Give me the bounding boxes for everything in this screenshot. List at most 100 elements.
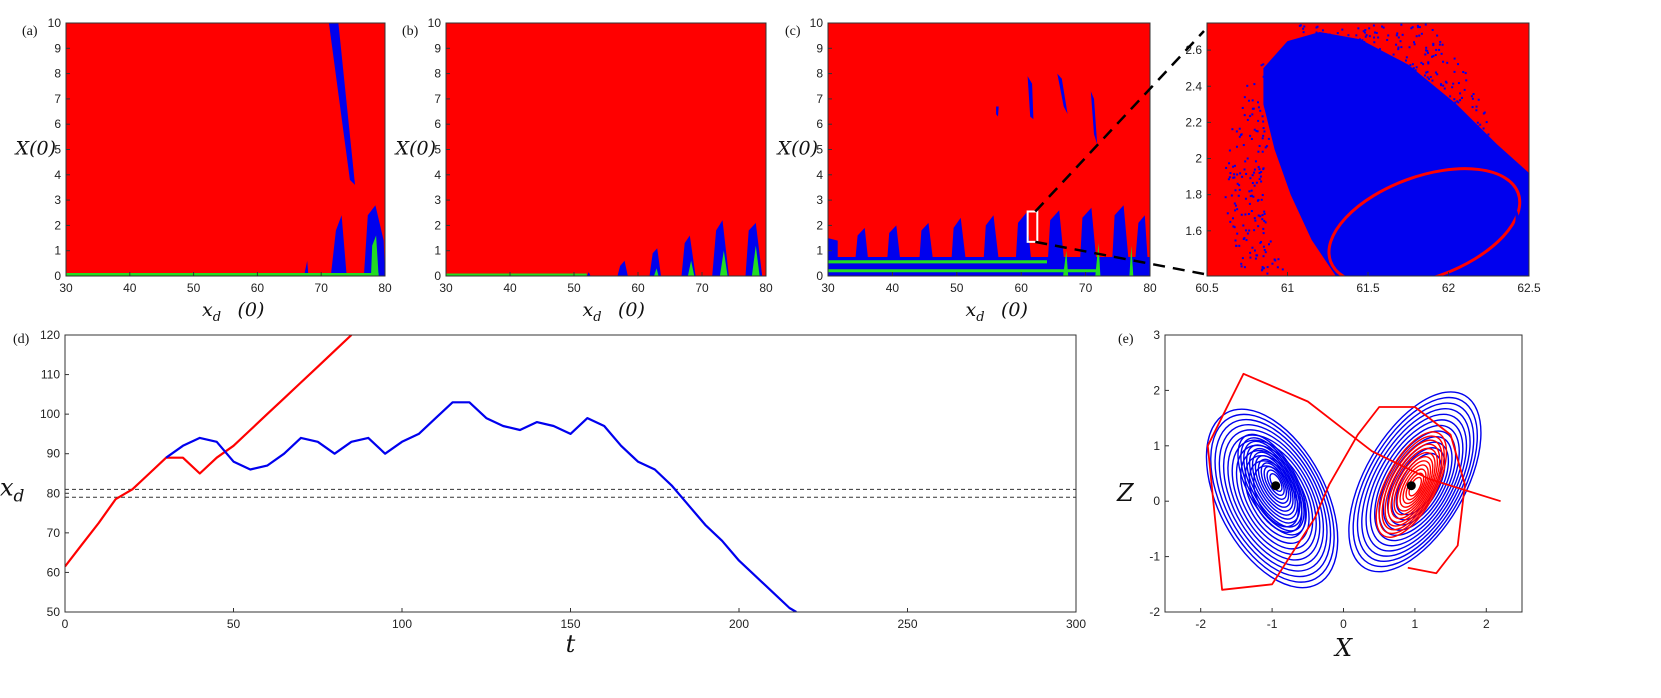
speckle-point [1281,268,1284,271]
speckle-point [1246,84,1249,87]
speckle-point [1397,36,1400,39]
trajectory-loop-blue [1246,444,1301,524]
y-tick-label: 1 [816,244,823,258]
y-tick-label: 0 [816,269,823,283]
speckle-point [1257,165,1260,168]
speckle-point [1261,266,1264,269]
speckle-point [1263,248,1266,251]
y-tick-label: 80 [47,486,61,500]
speckle-point [1263,130,1266,133]
speckle-point [1431,55,1434,58]
speckle-point [1424,23,1427,26]
speckle-point [1259,109,1262,112]
speckle-point [1256,101,1259,104]
speckle-point [1410,27,1413,30]
y-tick-label: 10 [48,16,62,30]
speckle-point [1234,209,1237,212]
speckle-point [1382,26,1385,29]
y-tick-label: 6 [54,117,61,131]
y-tick-label: 1 [1153,439,1160,453]
speckle-point [1263,210,1266,213]
speckle-point [1457,101,1460,104]
x-tick-label: 80 [759,281,773,295]
speckle-point [1269,240,1272,243]
speckle-point [1246,118,1249,121]
speckle-point [1232,217,1235,220]
speckle-point [1257,106,1260,109]
trajectory-loop-blue [1266,469,1285,496]
x-tick-label: -1 [1267,617,1278,631]
basin-region-green [1129,245,1134,276]
y-tick-label: 9 [434,41,441,55]
y-tick-label: 10 [428,16,442,30]
y-tick-label: 70 [47,526,61,540]
axis-label: X(0) [776,138,818,160]
trajectory-loop-red [1375,431,1448,538]
heatmap-body [66,23,385,276]
y-tick-label: 4 [816,168,823,182]
x-tick-label: 70 [315,281,329,295]
speckle-point [1435,48,1438,51]
speckle-point [1476,121,1479,124]
speckle-point [1341,28,1344,31]
speckle-point [1235,244,1238,247]
speckle-point [1238,188,1241,191]
speckle-point [1373,36,1376,39]
trajectory-loop-blue [1369,419,1464,547]
y-tick-label: 5 [816,143,823,157]
speckle-point [1441,43,1444,46]
y-tick-label: 100 [40,407,60,421]
speckle-point [1377,36,1380,39]
y-tick-label: 0 [1153,494,1160,508]
trajectory-loop-blue [1257,458,1292,508]
speckle-point [1395,34,1398,37]
speckle-point [1368,35,1371,38]
speckle-point [1260,64,1263,67]
speckle-point [1420,61,1423,64]
speckle-point [1422,63,1425,66]
speckle-point [1225,166,1228,169]
speckle-point [1266,266,1269,269]
speckle-point [1242,224,1245,227]
speckle-point [1233,173,1236,176]
trajectory-loop-blue [1237,433,1307,536]
speckle-point [1373,31,1376,34]
speckle-point [1241,175,1244,178]
speckle-point [1226,212,1229,215]
speckle-point [1399,40,1402,43]
speckle-point [1459,99,1462,102]
speckle-point [1265,145,1268,148]
y-tick-label: 3 [816,193,823,207]
speckle-point [1413,41,1416,44]
x-tick-label: 50 [187,281,201,295]
y-tick-label: 8 [54,67,61,81]
speckle-point [1233,202,1236,205]
y-tick-label: 3 [54,193,61,207]
x-tick-label: 70 [695,281,709,295]
speckle-point [1263,212,1266,215]
axis-label-arg: (0) [1001,299,1028,321]
y-tick-label: 2.2 [1185,115,1202,129]
speckle-point [1464,72,1467,75]
trajectory-loop-blue [1365,413,1468,552]
y-tick-label: 1.8 [1185,188,1202,202]
speckle-point [1243,114,1246,117]
speckle-point [1368,27,1371,30]
speckle-point [1381,25,1384,28]
speckle-point [1363,31,1366,34]
panel-e: -2 -1 0 1 2 -2 -1 0 1 2 3 (e) X Z [1116,328,1523,662]
speckle-point [1440,52,1443,55]
axis-label: X [1333,634,1353,662]
x-tick-label: 40 [503,281,517,295]
axis-label-arg: (0) [618,299,645,321]
speckle-point [1404,59,1407,62]
speckle-point [1396,32,1399,35]
speckle-point [1244,197,1247,200]
speckle-point [1432,44,1435,47]
speckle-point [1418,34,1421,37]
panel-label: (c) [785,24,801,39]
y-tick-label: 7 [434,92,441,106]
trajectory-loop-blue [1356,402,1475,563]
speckle-point [1355,34,1358,37]
speckle-point [1253,128,1256,131]
